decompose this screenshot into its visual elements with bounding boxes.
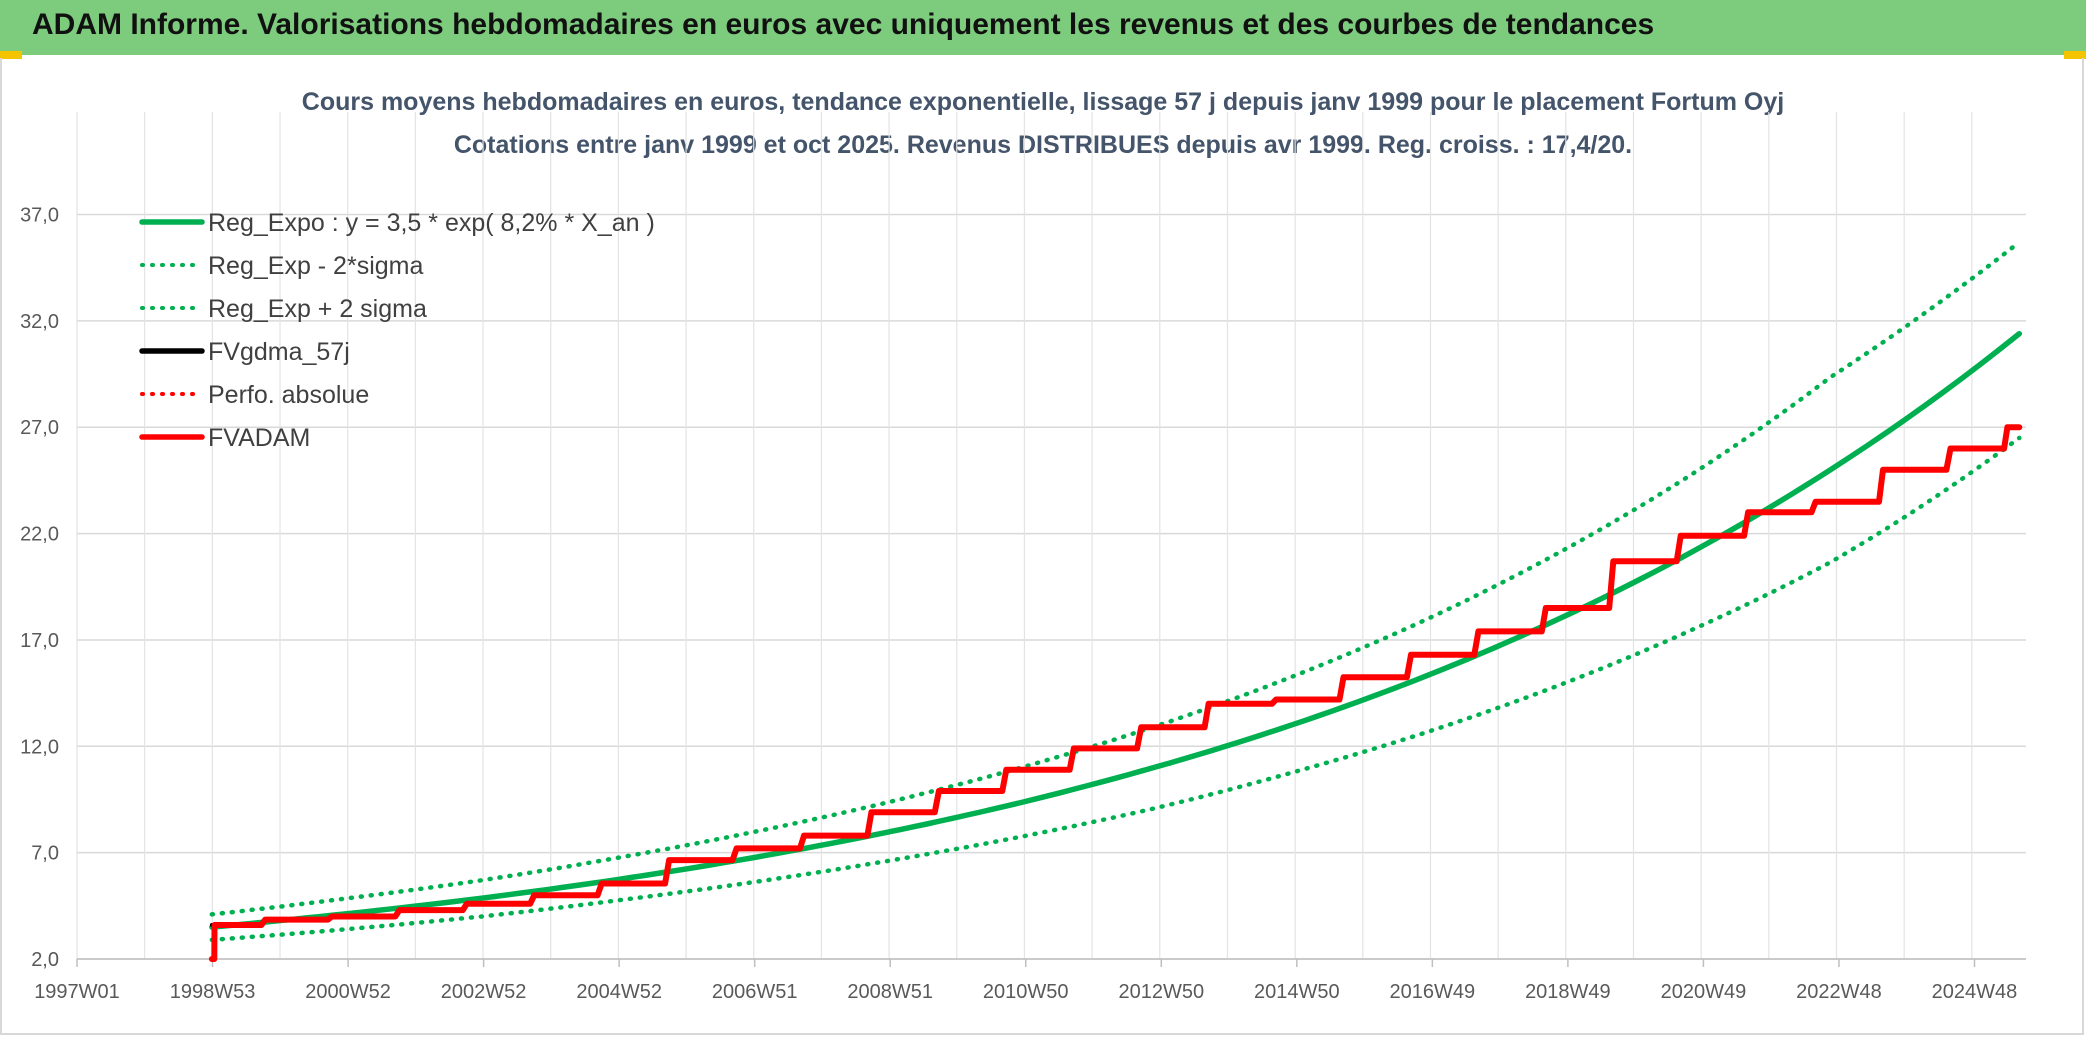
x-tick-label: 2012W50	[1118, 981, 1204, 1003]
y-tick-label: 7,0	[31, 843, 59, 865]
legend-label: Reg_Exp + 2 sigma	[208, 295, 427, 323]
legend-label: FVgdma_57j	[208, 338, 350, 366]
y-tick-label: 12,0	[20, 736, 59, 758]
x-tick-label: 2006W51	[712, 981, 798, 1003]
x-tick-label: 2018W49	[1525, 981, 1611, 1003]
legend-label: Reg_Expo : y = 3,5 * exp( 8,2% * X_an )	[208, 209, 655, 237]
legend-label: Reg_Exp - 2*sigma	[208, 252, 423, 280]
chart-subtitle: Cotations entre janv 1999 et oct 2025. R…	[453, 131, 1633, 159]
chart-series	[208, 239, 2023, 962]
axis-tick-labels: 2,0 7,0 12,0 17,0 22,0 27,0 32,0 37,0 1997W01 199…	[20, 205, 2017, 1003]
legend-label: Perfo. absolue	[208, 381, 369, 409]
y-tick-label: 22,0	[20, 524, 59, 546]
x-tick-label: 2000W52	[305, 981, 391, 1003]
x-tick-label: 2002W52	[441, 981, 527, 1003]
x-tick-label: 2022W48	[1796, 981, 1882, 1003]
report-header: ADAM Informe. Valorisations hebdomadaire…	[0, 0, 2086, 55]
x-tick-label: 2016W49	[1390, 981, 1476, 1003]
series-line-reg-exp-2-sigma	[209, 435, 2022, 943]
x-tick-label: 1998W53	[170, 981, 256, 1003]
accent-mark-left	[0, 51, 22, 59]
y-tick-label: 27,0	[20, 417, 59, 439]
chart-frame	[0, 58, 2084, 1035]
chart-legend: Reg_Expo : y = 3,5 * exp( 8,2% * X_an ) R…	[139, 209, 655, 452]
x-tick-label: 2014W50	[1254, 981, 1340, 1003]
y-tick-label: 37,0	[20, 205, 59, 227]
chart-grid	[76, 112, 2026, 967]
y-tick-label: 17,0	[20, 630, 59, 652]
chart-title: Cours moyens hebdomadaires en euros, ten…	[301, 88, 1785, 116]
y-tick-label: 2,0	[31, 949, 59, 971]
accent-mark-right	[2064, 51, 2086, 59]
x-tick-label: 2024W48	[1932, 981, 2018, 1003]
report-title: ADAM Informe. Valorisations hebdomadaire…	[32, 8, 1655, 41]
y-tick-label: 32,0	[20, 311, 59, 333]
x-tick-label: 2004W52	[576, 981, 662, 1003]
x-tick-label: 2008W51	[847, 981, 933, 1003]
x-tick-label: 1997W01	[34, 981, 120, 1003]
x-tick-label: 2020W49	[1661, 981, 1747, 1003]
legend-label: FVADAM	[208, 424, 310, 452]
x-tick-label: 2010W50	[983, 981, 1069, 1003]
series-line-fvadam	[208, 424, 2023, 962]
